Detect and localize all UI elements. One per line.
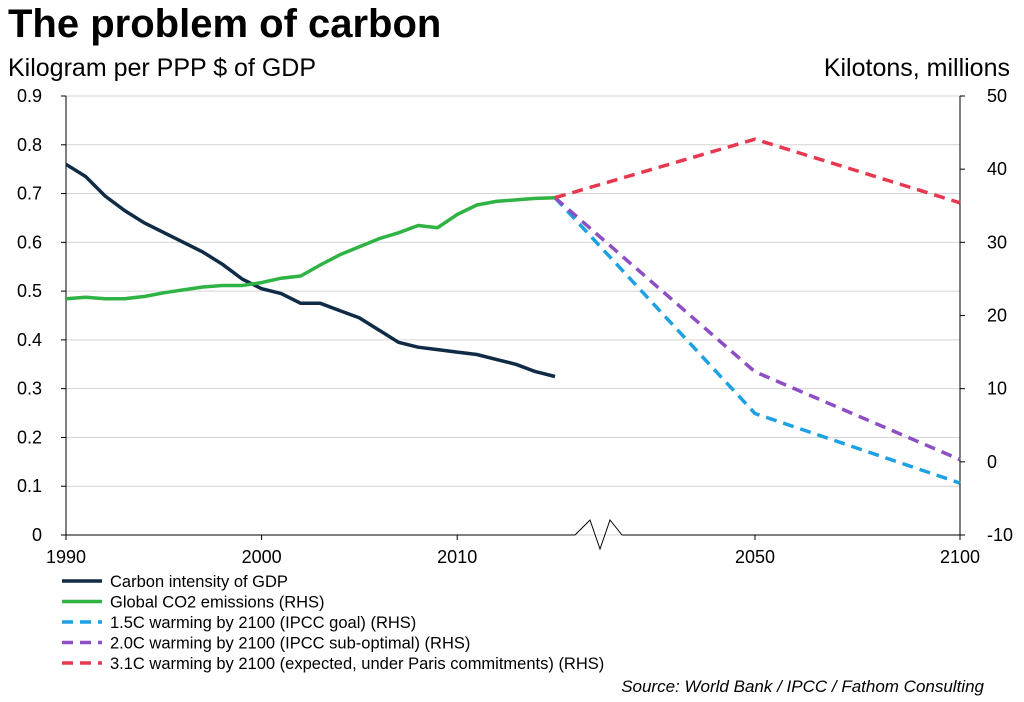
left-tick-label: 0.5 bbox=[17, 281, 42, 301]
x-tick-label: 2100 bbox=[940, 547, 980, 567]
series-line bbox=[553, 196, 961, 462]
tick-labels: 0 0.1 0.2 0.3 0.4 0.5 0.6 0.7 0.8 0.9 -10 0 10 20 30 40… bbox=[17, 86, 1013, 567]
axis-break-symbol bbox=[574, 518, 623, 551]
source-note: Source: World Bank / IPCC / Fathom Consu… bbox=[621, 677, 984, 696]
x-tick-label: 2000 bbox=[242, 547, 282, 567]
left-tick-label: 0.8 bbox=[17, 135, 42, 155]
x-tick-label: 1990 bbox=[46, 547, 86, 567]
series-line bbox=[553, 196, 961, 485]
legend-label: 2.0C warming by 2100 (IPCC sub-optimal) … bbox=[110, 635, 470, 653]
left-tick-label: 0.1 bbox=[17, 476, 42, 496]
x-tick-label: 2050 bbox=[735, 547, 775, 567]
left-axis-label: Kilogram per PPP $ of GDP bbox=[8, 54, 317, 82]
axes bbox=[61, 95, 965, 551]
right-tick-label: 10 bbox=[987, 379, 1007, 399]
legend-label: Carbon intensity of GDP bbox=[110, 573, 288, 591]
left-tick-label: 0.2 bbox=[17, 427, 42, 447]
right-tick-label: 20 bbox=[987, 306, 1007, 326]
left-tick-label: 0.9 bbox=[17, 86, 42, 106]
legend-label: 3.1C warming by 2100 (expected, under Pa… bbox=[110, 655, 604, 673]
right-tick-label: 0 bbox=[987, 452, 997, 472]
right-tick-label: 40 bbox=[987, 159, 1007, 179]
left-tick-label: 0.6 bbox=[17, 232, 42, 252]
series-line bbox=[554, 137, 961, 205]
legend-label: 1.5C warming by 2100 (IPCC goal) (RHS) bbox=[110, 614, 416, 632]
legend-label: Global CO2 emissions (RHS) bbox=[110, 594, 325, 612]
right-tick-label: 50 bbox=[987, 86, 1007, 106]
series-line bbox=[65, 195, 556, 301]
left-tick-label: 0 bbox=[32, 525, 42, 545]
left-tick-label: 0.4 bbox=[17, 330, 42, 350]
series-lines bbox=[65, 137, 961, 485]
gridlines bbox=[66, 95, 960, 536]
right-tick-label: 30 bbox=[987, 232, 1007, 252]
right-axis-label: Kilotons, millions bbox=[823, 54, 1010, 82]
left-tick-label: 0.3 bbox=[17, 379, 42, 399]
right-tick-label: -10 bbox=[987, 525, 1013, 545]
legend: Carbon intensity of GDP Global CO2 emissi… bbox=[62, 573, 604, 673]
chart-title: The problem of carbon bbox=[8, 2, 442, 46]
left-tick-label: 0.7 bbox=[17, 184, 42, 204]
x-tick-label: 2010 bbox=[437, 547, 477, 567]
series-line bbox=[65, 162, 556, 379]
